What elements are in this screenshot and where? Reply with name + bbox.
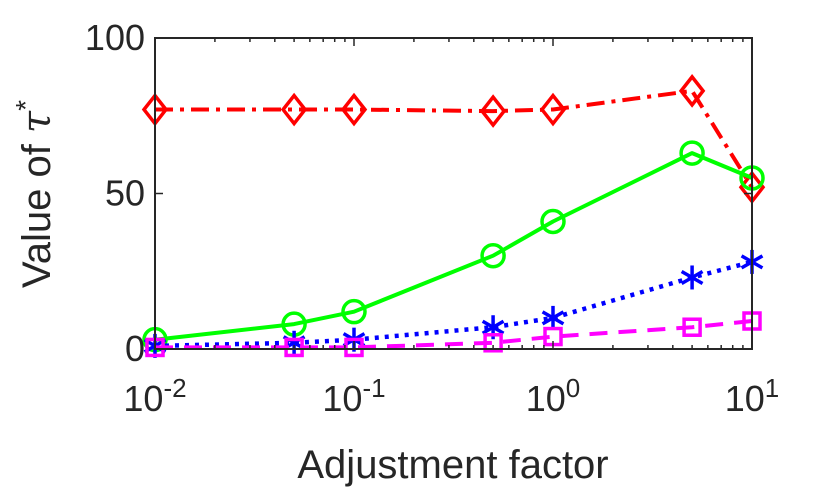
x-tick-base: 10 — [526, 378, 566, 419]
series-line — [155, 319, 753, 350]
x-tick-base: 10 — [322, 378, 362, 419]
series-red-diamond-dashdot — [141, 74, 766, 205]
x-tick-label: 101 — [725, 373, 780, 419]
asterisk-stroke — [481, 319, 505, 335]
series-line — [155, 88, 754, 189]
series-layer — [141, 74, 766, 358]
asterisk-marker — [680, 265, 704, 290]
diamond-marker — [280, 92, 308, 127]
x-tick-label: 10-2 — [123, 373, 186, 419]
asterisk-stroke — [541, 310, 565, 326]
series-line — [154, 151, 753, 342]
x-tick-label: 100 — [526, 373, 581, 419]
square-marker — [682, 317, 702, 337]
series-green-circle-solid — [142, 140, 765, 353]
series-line — [154, 259, 753, 349]
circle-marker — [480, 242, 506, 269]
x-tick-exponent: 1 — [765, 373, 779, 403]
x-tick-base: 10 — [725, 378, 765, 419]
square-marker — [344, 337, 364, 358]
x-tick-exponent: -2 — [163, 373, 186, 403]
y-tick-label: 0 — [125, 328, 145, 369]
x-tick-label: 10-1 — [322, 373, 385, 419]
y-tick-label: 50 — [105, 173, 145, 214]
asterisk-stroke — [680, 269, 704, 285]
circle-marker — [540, 208, 566, 235]
asterisk-marker — [541, 305, 565, 330]
y-axis-title: Value of τ* — [10, 100, 60, 288]
square-marker — [284, 337, 304, 358]
diamond-marker — [678, 74, 706, 108]
x-axis-title: Adjustment factor — [297, 443, 608, 487]
y-axis-title-symbol: τ — [14, 110, 60, 133]
circle-marker — [679, 140, 705, 166]
x-tick-base: 10 — [123, 378, 163, 419]
diamond-marker — [539, 92, 567, 127]
ticks-layer — [154, 37, 753, 350]
circle-marker — [341, 298, 367, 325]
axes-frame — [154, 37, 753, 350]
diamond-marker — [479, 94, 507, 128]
y-axis-title-main: Value of — [15, 133, 59, 288]
diamond-marker — [340, 92, 368, 127]
x-tick-exponent: -1 — [362, 373, 385, 403]
series-blue-asterisk-dotted — [143, 249, 764, 358]
y-tick-label: 100 — [85, 17, 145, 58]
square-marker — [483, 333, 503, 353]
y-axis-title-sup: * — [10, 100, 41, 111]
x-tick-exponent: 0 — [566, 373, 580, 403]
